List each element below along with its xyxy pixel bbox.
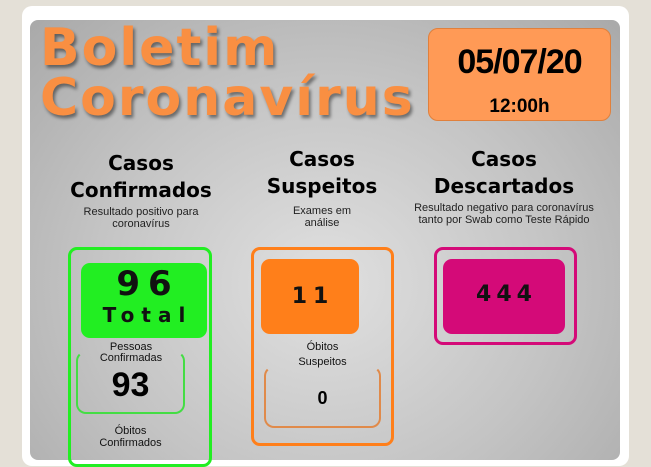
- bulletin-time: 12:00h: [489, 96, 550, 117]
- discarded-frame: [434, 247, 577, 345]
- discarded-header: Casos Descartados Resultado negativo par…: [404, 146, 604, 226]
- suspect-value: 11: [261, 259, 359, 334]
- suspect-deaths-label2: Suspeitos: [298, 356, 347, 368]
- confirmed-total-tile: 96 Total: [81, 263, 207, 338]
- suspect-deaths-value: 0: [317, 388, 328, 408]
- persons-bracket: [76, 351, 185, 414]
- persons-label: Pessoas Confirmadas: [99, 341, 163, 364]
- heading: Casos: [108, 151, 174, 175]
- title-line1: Boletim: [40, 18, 280, 78]
- total-label: Total: [102, 303, 193, 327]
- heading: Suspeitos: [266, 174, 378, 198]
- confirmed-total: 96: [116, 264, 180, 304]
- date-box: 05/07/20 12:00h: [428, 28, 611, 121]
- title-line2: Coronavírus: [40, 68, 415, 128]
- suspect-bracket: [264, 366, 381, 428]
- deaths-label: Óbitos: [114, 425, 147, 437]
- suspect-frame: [251, 247, 394, 446]
- description: Resultado negativo para coronavírus tant…: [414, 202, 594, 226]
- deaths-label2: Confirmados: [99, 437, 162, 449]
- heading: Casos: [471, 147, 537, 171]
- heading: Casos: [289, 147, 355, 171]
- bulletin-date: 05/07/20: [457, 43, 582, 81]
- persons-value: 93: [111, 366, 150, 404]
- heading: Descartados: [433, 174, 575, 198]
- description: Exames em análise: [292, 205, 352, 229]
- description: Resultado positivo para coronavírus: [83, 206, 199, 230]
- confirmed-header: Casos Confirmados Resultado positivo par…: [46, 150, 236, 230]
- heading: Confirmados: [70, 178, 212, 202]
- suspect-deaths-label: Óbitos: [306, 341, 339, 353]
- suspect-header: Casos Suspeitos Exames em análise: [227, 146, 417, 229]
- discarded-value: 444: [443, 259, 565, 334]
